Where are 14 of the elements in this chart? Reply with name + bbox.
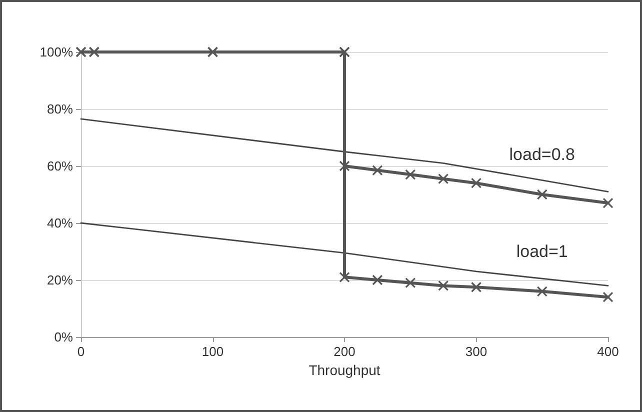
x-tick-label: 0 — [77, 344, 85, 359]
x-axis-title: Throughput — [308, 362, 380, 378]
y-tick-label: 60% — [46, 158, 74, 174]
y-tick-label: 20% — [46, 272, 74, 288]
x-tick-label: 200 — [334, 344, 356, 359]
y-tick-label: 100% — [40, 44, 74, 60]
x-tick-label: 300 — [465, 344, 488, 359]
y-tick-label: 80% — [46, 102, 74, 116]
y-tick-label: 40% — [46, 216, 74, 230]
x-tick-label: 100 — [202, 344, 224, 359]
x-tick-label: 400 — [597, 344, 619, 359]
series-label: load=0.8 — [509, 145, 575, 164]
y-tick-label: 0% — [54, 330, 74, 344]
series-label: load=1 — [516, 242, 568, 261]
